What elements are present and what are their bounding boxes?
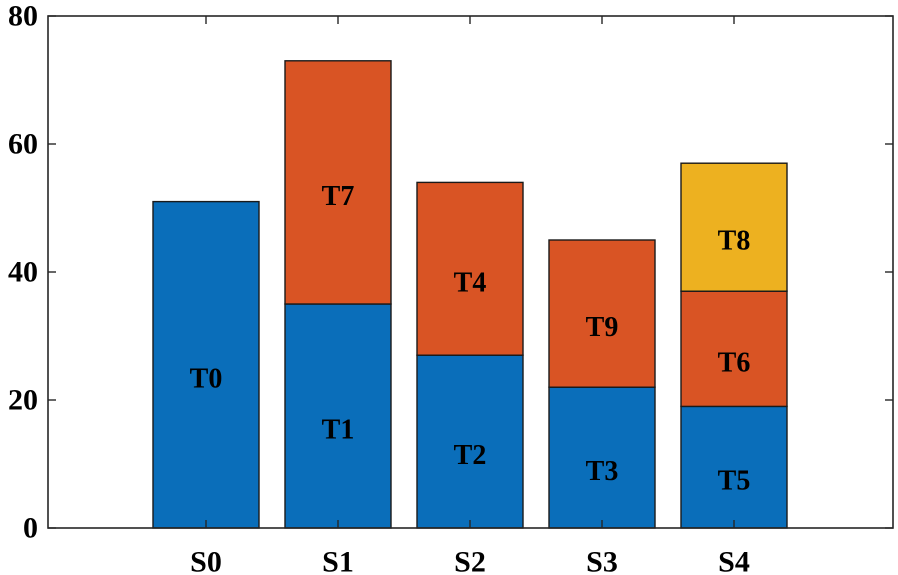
bar-label-t4: T4 bbox=[454, 267, 487, 298]
y-tick-label: 0 bbox=[23, 512, 38, 545]
bar-segment-t7 bbox=[284, 60, 392, 305]
y-tick-label: 40 bbox=[8, 256, 38, 289]
ticks-layer: 0 20 40 60 80 S0 S1 S2 S3 S4 bbox=[8, 0, 893, 575]
bar-segment-t1 bbox=[284, 303, 392, 529]
y-tick-label: 80 bbox=[8, 0, 38, 33]
bar-label-t6: T6 bbox=[718, 347, 751, 378]
x-tick-label-s3: S3 bbox=[586, 546, 618, 575]
x-tick-label-s0: S0 bbox=[190, 546, 222, 575]
bar-label-t8: T8 bbox=[718, 226, 751, 257]
bar-label-t9: T9 bbox=[586, 312, 619, 343]
x-tick-label-s2: S2 bbox=[454, 546, 486, 575]
bar-segment-t0 bbox=[152, 200, 260, 529]
bar-segment-t2 bbox=[416, 354, 524, 529]
bar-segment-t3 bbox=[548, 386, 656, 529]
bar-label-t3: T3 bbox=[586, 456, 619, 487]
bar-segment-t5 bbox=[680, 405, 788, 529]
bar-label-t0: T0 bbox=[190, 363, 223, 394]
x-tick-label-s4: S4 bbox=[718, 546, 750, 575]
plot-frame bbox=[47, 15, 894, 529]
x-tick-label-s1: S1 bbox=[322, 546, 354, 575]
y-tick-label: 60 bbox=[8, 128, 38, 161]
bar-segment-t8 bbox=[680, 162, 788, 292]
bar-segment-t4 bbox=[416, 181, 524, 356]
bar-label-t7: T7 bbox=[322, 181, 355, 212]
bars-layer: T0 T1 T7 T2 T4 T3 T9 T5 T6 T8 bbox=[152, 60, 788, 529]
bar-label-t1: T1 bbox=[322, 415, 355, 446]
bar-label-t5: T5 bbox=[718, 466, 751, 497]
y-tick-label: 20 bbox=[8, 384, 38, 417]
bar-segment-t9 bbox=[548, 239, 656, 388]
bar-segment-t6 bbox=[680, 290, 788, 408]
bar-label-t2: T2 bbox=[454, 440, 487, 471]
